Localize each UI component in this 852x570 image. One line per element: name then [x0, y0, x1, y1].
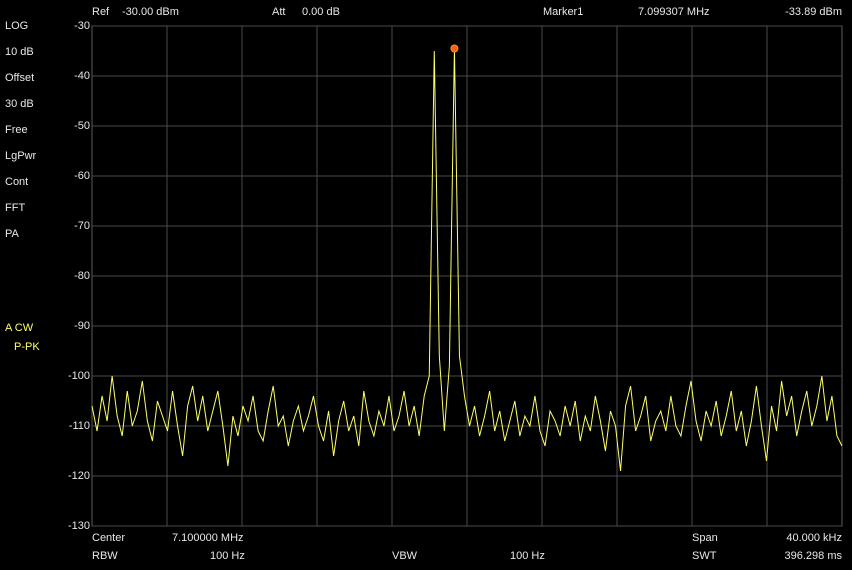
side-label: 10 dB: [5, 46, 34, 58]
trace-label: A CW: [5, 322, 34, 334]
rbw-value: 100 Hz: [210, 550, 245, 562]
side-label: FFT: [5, 202, 25, 214]
vbw-label: VBW: [392, 550, 418, 562]
y-tick-label: -120: [68, 470, 90, 482]
ref-value: -30.00 dBm: [122, 6, 179, 18]
y-tick-label: -50: [74, 120, 90, 132]
y-tick-label: -40: [74, 70, 90, 82]
vbw-value: 100 Hz: [510, 550, 545, 562]
side-label: PA: [5, 228, 20, 240]
att-label: Att: [272, 6, 285, 18]
y-tick-label: -110: [69, 420, 90, 432]
side-label: Offset: [5, 72, 34, 84]
swt-label: SWT: [692, 550, 717, 562]
y-tick-label: -100: [68, 370, 90, 382]
side-label: Free: [5, 124, 28, 136]
ref-label: Ref: [92, 6, 110, 18]
y-tick-label: -30: [74, 20, 90, 32]
y-tick-label: -80: [74, 270, 90, 282]
y-tick-label: -60: [74, 170, 90, 182]
side-label: LOG: [5, 20, 28, 32]
trace-label: P-PK: [14, 341, 40, 353]
rbw-label: RBW: [92, 550, 118, 562]
center-label: Center: [92, 532, 125, 544]
center-value: 7.100000 MHz: [172, 532, 244, 544]
y-tick-label: -70: [74, 220, 90, 232]
marker-level: -33.89 dBm: [785, 6, 842, 18]
marker-label: Marker1: [543, 6, 583, 18]
side-label: Cont: [5, 176, 28, 188]
trace: [91, 48, 843, 472]
span-label: Span: [692, 532, 718, 544]
att-value: 0.00 dB: [302, 6, 340, 18]
y-tick-label: -90: [74, 320, 90, 332]
marker: [450, 44, 459, 53]
side-label: 30 dB: [5, 98, 34, 110]
span-value: 40.000 kHz: [786, 532, 842, 544]
marker-frequency: 7.099307 MHz: [638, 6, 710, 18]
side-label: LgPwr: [5, 150, 37, 162]
swt-value: 396.298 ms: [785, 550, 843, 562]
y-tick-label: -130: [68, 520, 90, 532]
